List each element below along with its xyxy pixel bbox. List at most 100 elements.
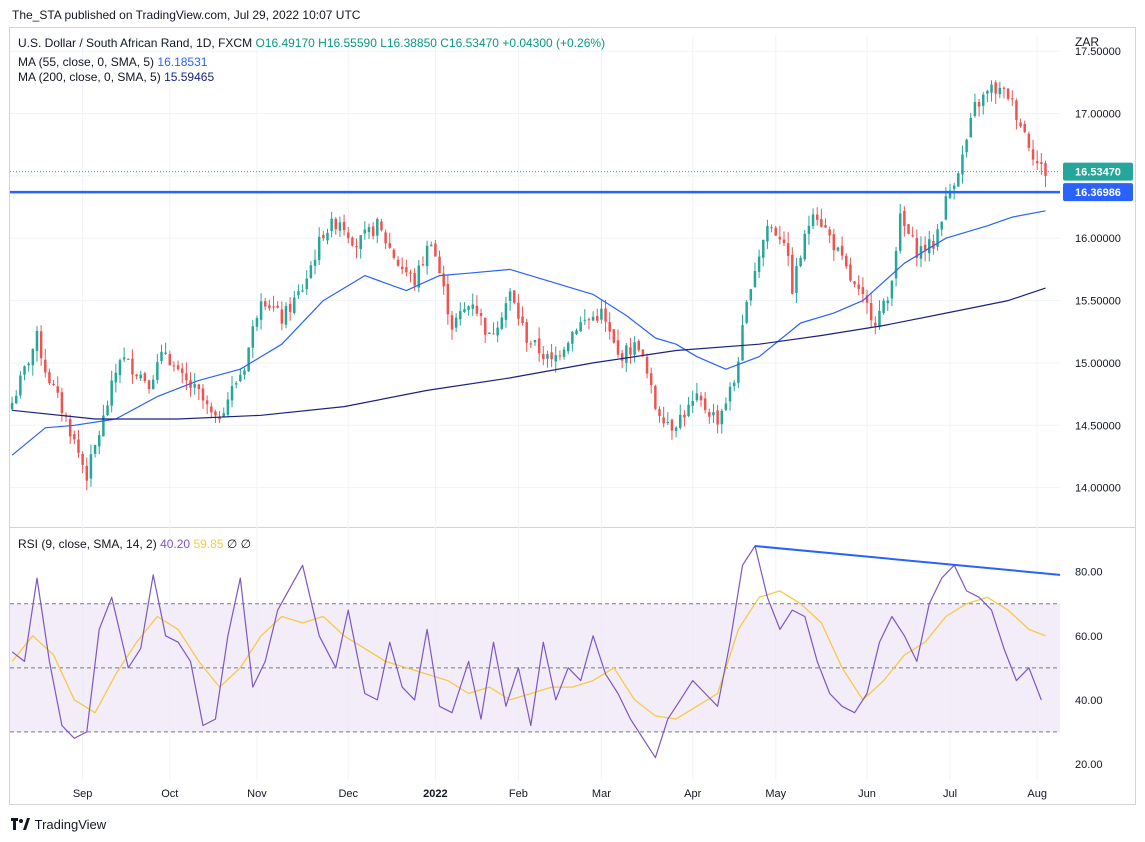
- candle-body: [591, 316, 595, 321]
- candle-body: [882, 300, 885, 314]
- candle-body: [421, 264, 425, 266]
- candle-body: [903, 210, 906, 226]
- candle-body: [330, 218, 333, 232]
- candle-body: [986, 90, 989, 94]
- candle-body: [135, 374, 138, 377]
- candle-body: [243, 370, 246, 375]
- rsi-ma-line: [11, 590, 1046, 720]
- candle-body: [27, 363, 30, 366]
- candle-body: [430, 244, 433, 247]
- tradingview-footer[interactable]: TradingView: [11, 817, 106, 833]
- candle-body: [73, 434, 76, 440]
- candle-body: [508, 291, 512, 301]
- candle-body: [670, 419, 674, 431]
- candle-body: [313, 259, 317, 266]
- candle-body: [948, 190, 952, 198]
- candle-body: [957, 173, 960, 187]
- candle-body: [857, 284, 860, 289]
- candle-body: [342, 221, 346, 231]
- candle-body: [85, 465, 89, 481]
- candle-body: [604, 308, 607, 322]
- candle-body: [168, 354, 172, 366]
- candle-body: [973, 102, 977, 117]
- candle-body: [596, 316, 599, 321]
- candle-body: [139, 374, 142, 379]
- candle-body: [180, 368, 184, 374]
- candle-body: [878, 311, 881, 328]
- candle-body: [488, 332, 491, 334]
- candle-body: [251, 326, 255, 348]
- time-tick-label: Sep: [73, 788, 93, 800]
- candle-body: [359, 235, 362, 250]
- candle-body: [454, 317, 458, 328]
- candle-body: [176, 365, 180, 370]
- candle-body: [405, 267, 408, 273]
- candle-body: [981, 94, 985, 106]
- candle-body: [625, 345, 628, 363]
- candle-body: [114, 372, 118, 383]
- time-tick-label: 2022: [423, 788, 447, 800]
- candle-body: [728, 386, 732, 402]
- ma55-label: MA (55, close, 0, SMA, 5): [18, 55, 155, 69]
- candle-body: [438, 256, 441, 274]
- candle-body: [425, 245, 429, 267]
- candle-body: [517, 302, 520, 319]
- candle-body: [579, 322, 582, 332]
- time-tick-label: May: [765, 788, 786, 800]
- rsi-divergence-line: [754, 545, 1061, 576]
- candle-body: [799, 257, 802, 267]
- candle-body: [376, 219, 379, 236]
- candle-body: [151, 379, 155, 390]
- candle-body: [861, 287, 865, 295]
- price-tick-label: 14.00000: [1075, 483, 1121, 495]
- candle-body: [1019, 122, 1022, 127]
- candle-body: [898, 213, 902, 251]
- candle-body: [197, 384, 201, 390]
- candle-body: [371, 226, 375, 237]
- candle-body: [583, 319, 587, 321]
- candle-body: [459, 311, 462, 320]
- candle-body: [322, 234, 325, 239]
- candle-body: [14, 395, 18, 404]
- candle-body: [890, 280, 894, 299]
- candle-body: [944, 196, 948, 220]
- candle-body: [824, 225, 827, 228]
- currency-label: ZAR: [1075, 35, 1099, 49]
- ma200-legend[interactable]: MA (200, close, 0, SMA, 5) 15.59465: [18, 70, 214, 84]
- candle-body: [683, 414, 686, 418]
- candle-body: [836, 247, 840, 251]
- candle-body: [1035, 161, 1039, 164]
- candle-body: [645, 356, 649, 374]
- candle-body: [19, 375, 22, 396]
- candle-body: [637, 341, 640, 351]
- ma55-legend[interactable]: MA (55, close, 0, SMA, 5) 16.18531: [18, 55, 207, 69]
- candle-body: [39, 331, 43, 359]
- rsi-legend[interactable]: RSI (9, close, SMA, 14, 2) 40.20 59.85 ∅…: [18, 537, 251, 551]
- candle-body: [35, 330, 39, 351]
- candle-body: [106, 405, 109, 416]
- candle-body: [791, 254, 794, 294]
- price-tags-layer: 16.53470 16.36986: [1063, 162, 1133, 202]
- candle-body: [463, 309, 466, 312]
- candle-body: [10, 402, 14, 410]
- symbol-title: U.S. Dollar / South African Rand, 1D, FX…: [18, 36, 253, 50]
- support-level-tag-bg: [1063, 183, 1133, 202]
- candle-body: [845, 255, 848, 267]
- footer-brand: TradingView: [34, 817, 107, 832]
- candle-body: [620, 353, 624, 361]
- time-tick-label: Dec: [338, 788, 358, 800]
- candle-body: [766, 225, 769, 242]
- candle-body: [674, 427, 678, 431]
- symbol-legend: U.S. Dollar / South African Rand, 1D, FX…: [18, 36, 605, 50]
- publisher-line: The_STA published on TradingView.com, Ju…: [12, 8, 361, 22]
- candle-body: [60, 392, 64, 414]
- candle-body: [994, 82, 997, 94]
- candle-body: [164, 352, 167, 354]
- candle-body: [388, 243, 391, 248]
- candle-body: [450, 315, 454, 330]
- candle-body: [230, 386, 234, 401]
- candle-body: [31, 348, 35, 366]
- candle-body: [185, 373, 188, 381]
- indicator-lines-layer: [10, 171, 1061, 759]
